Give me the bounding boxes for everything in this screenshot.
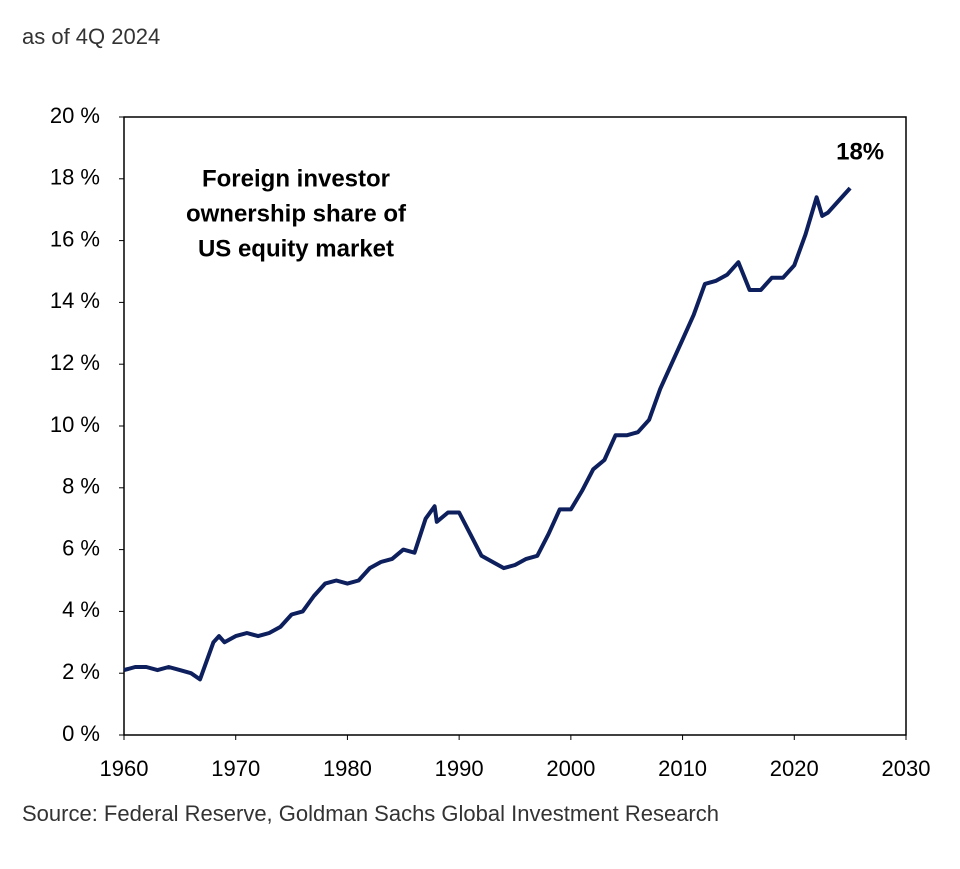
y-tick-label: 20 % [50, 103, 100, 128]
annotation: ownership share of [186, 200, 407, 227]
end-label: 18% [836, 138, 884, 165]
y-tick-label: 16 % [50, 226, 100, 251]
y-tick-label: 4 % [62, 597, 100, 622]
y-tick-label: 18 % [50, 165, 100, 190]
x-tick-label: 2010 [658, 756, 707, 781]
y-tick-label: 12 % [50, 350, 100, 375]
x-tick-label: 1990 [435, 756, 484, 781]
y-tick-label: 14 % [50, 288, 100, 313]
y-tick-label: 6 % [62, 535, 100, 560]
annotation: US equity market [198, 235, 394, 262]
x-tick-label: 1970 [211, 756, 260, 781]
x-tick-label: 2030 [882, 756, 931, 781]
x-tick-label: 2020 [770, 756, 819, 781]
x-tick-label: 2000 [546, 756, 595, 781]
y-tick-label: 10 % [50, 412, 100, 437]
y-tick-label: 0 % [62, 721, 100, 746]
chart-subtitle: as of 4Q 2024 [22, 24, 160, 49]
data-line [123, 186, 852, 682]
y-tick-label: 2 % [62, 659, 100, 684]
source-note: Source: Federal Reserve, Goldman Sachs G… [22, 801, 719, 826]
x-tick-label: 1960 [100, 756, 149, 781]
x-tick-label: 1980 [323, 756, 372, 781]
y-tick-label: 8 % [62, 474, 100, 499]
annotation: Foreign investor [202, 165, 390, 192]
